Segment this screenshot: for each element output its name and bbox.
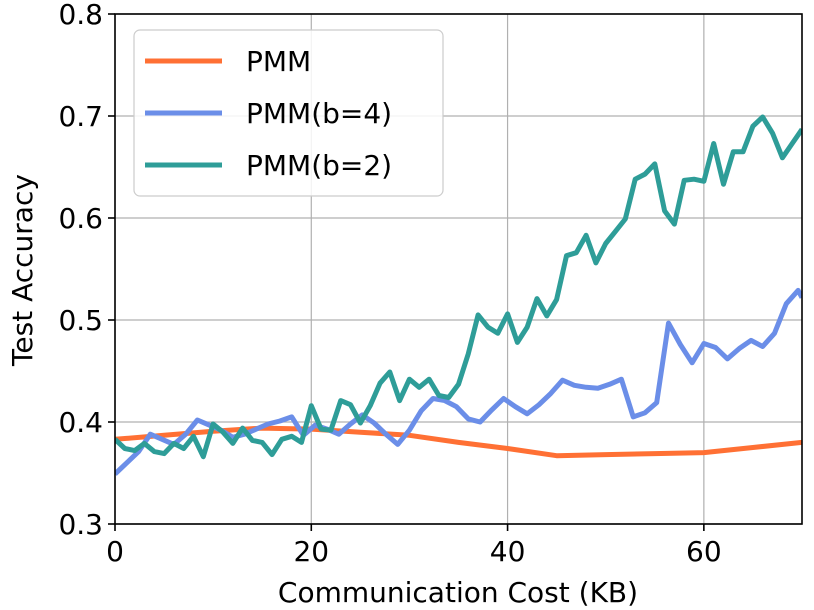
tick-marks — [108, 13, 705, 531]
x-axis-label: Communication Cost (KB) — [278, 576, 638, 609]
legend-label: PMM(b=2) — [246, 149, 392, 182]
x-tick-label: 20 — [293, 535, 329, 568]
x-tick-labels: 0 20 40 60 — [106, 535, 722, 568]
series-line-pmm-b-2 — [115, 114, 802, 460]
plot-frame — [114, 13, 803, 525]
y-tick-label: 0.4 — [58, 406, 103, 439]
legend-label: PMM — [246, 45, 311, 78]
y-tick-label: 0.5 — [58, 304, 103, 337]
series-line-pmm-b-4 — [115, 287, 802, 476]
x-tick-label: 60 — [686, 535, 722, 568]
y-tick-label: 0.7 — [58, 100, 103, 133]
legend-label: PMM(b=4) — [246, 97, 392, 130]
legend: PMM PMM(b=4) PMM(b=2) — [133, 29, 444, 197]
x-tick-label: 0 — [106, 535, 124, 568]
y-tick-labels: 0.3 0.4 0.5 0.6 0.7 0.8 — [58, 0, 103, 541]
series-lines — [115, 114, 802, 476]
y-tick-label: 0.8 — [58, 0, 103, 31]
y-tick-label: 0.6 — [58, 202, 103, 235]
y-axis-label: Test Accuracy — [6, 174, 39, 367]
series-line-pmm — [115, 425, 802, 459]
y-tick-label: 0.3 — [58, 508, 103, 541]
legend-box — [133, 29, 444, 197]
x-tick-label: 40 — [490, 535, 526, 568]
